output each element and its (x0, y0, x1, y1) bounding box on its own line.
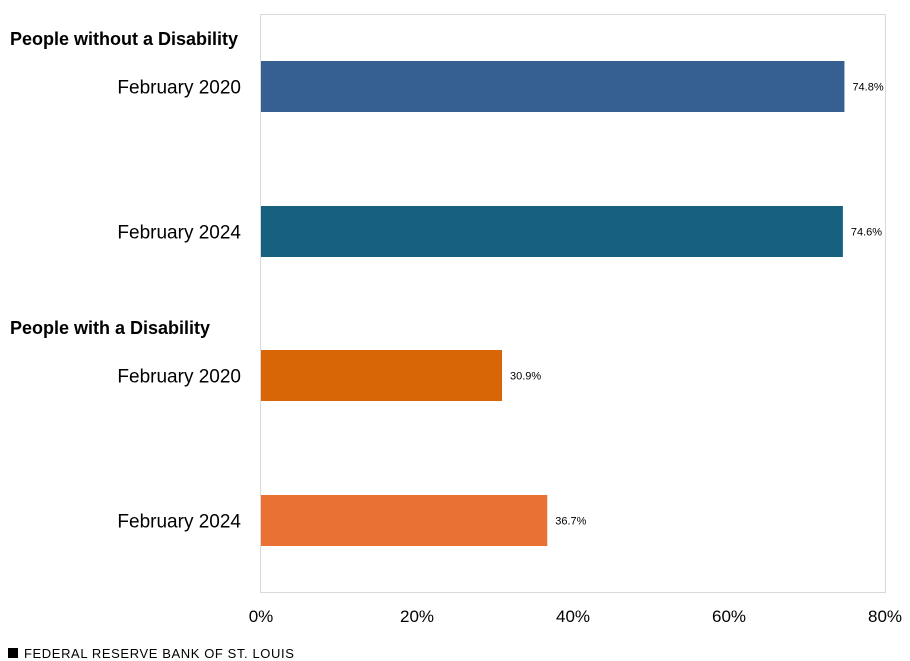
x-tick-label: 60% (712, 607, 746, 626)
group-label: People with a Disability (10, 318, 210, 338)
category-label: February 2024 (117, 512, 241, 533)
logo-square-icon (8, 648, 18, 658)
category-label: February 2024 (117, 223, 241, 244)
x-tick-label: 80% (868, 607, 902, 626)
bar (261, 206, 843, 257)
bar (261, 61, 845, 112)
data-label: 36.7% (555, 516, 586, 528)
source-text: FEDERAL RESERVE BANK OF ST. LOUIS (24, 645, 295, 661)
bar (261, 350, 503, 401)
data-label: 74.6% (851, 227, 882, 239)
x-tick-label: 20% (400, 607, 434, 626)
data-label: 30.9% (510, 371, 541, 383)
x-tick-label: 0% (249, 607, 274, 626)
data-label: 74.8% (852, 82, 883, 94)
x-tick-label: 40% (556, 607, 590, 626)
source-footer: FEDERAL RESERVE BANK OF ST. LOUIS (8, 645, 294, 661)
category-label: February 2020 (117, 78, 241, 99)
category-label: February 2020 (117, 367, 241, 388)
bar (261, 495, 548, 546)
group-label: People without a Disability (10, 29, 238, 49)
plot-frame (260, 14, 886, 593)
